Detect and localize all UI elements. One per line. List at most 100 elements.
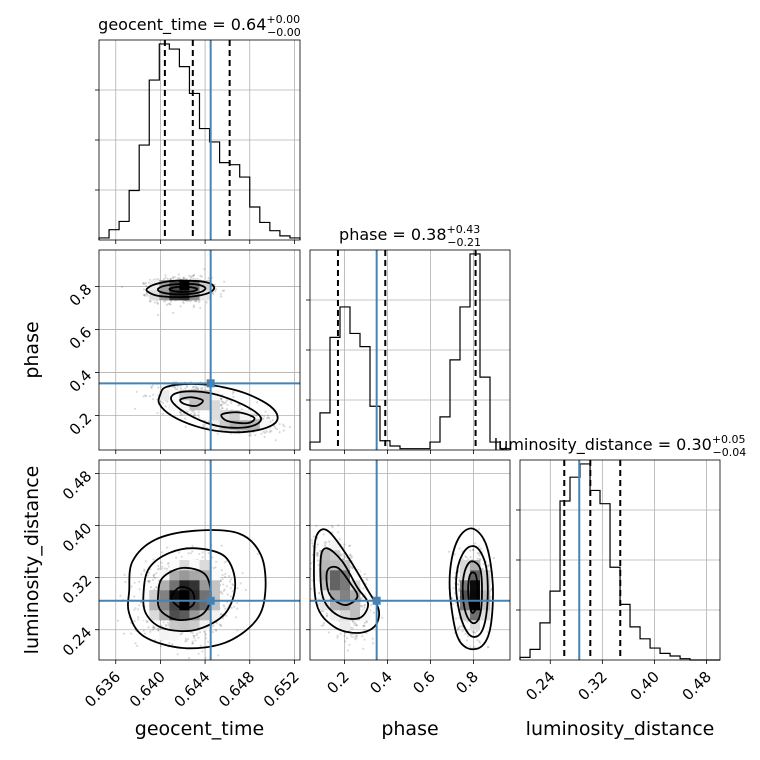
sample-point bbox=[147, 581, 150, 584]
sample-point bbox=[201, 650, 204, 653]
sample-point bbox=[354, 621, 357, 625]
sample-point bbox=[149, 300, 152, 303]
sample-point bbox=[179, 411, 182, 415]
sample-point bbox=[185, 384, 188, 387]
sample-point bbox=[189, 412, 192, 416]
sample-point bbox=[342, 555, 346, 558]
sample-point bbox=[249, 432, 252, 435]
sample-point bbox=[215, 629, 218, 632]
sample-point bbox=[350, 635, 353, 638]
sample-point bbox=[338, 619, 341, 623]
sample-point bbox=[255, 418, 258, 421]
sample-point bbox=[473, 646, 476, 649]
hist-panel-luminosity_distance: luminosity_distance = 0.30+0.05 −0.04 bbox=[494, 433, 746, 664]
sample-point bbox=[336, 634, 339, 637]
sample-point bbox=[207, 552, 210, 555]
sample-point bbox=[353, 636, 356, 639]
sample-point bbox=[221, 573, 224, 577]
sample-point bbox=[487, 645, 490, 649]
sample-point bbox=[166, 400, 169, 403]
sample-point bbox=[466, 639, 469, 642]
sample-point bbox=[316, 552, 319, 555]
sample-point bbox=[457, 628, 460, 632]
sample-point bbox=[150, 386, 153, 389]
sample-point bbox=[152, 625, 155, 628]
sample-point bbox=[366, 578, 369, 582]
sample-point bbox=[185, 639, 188, 642]
sample-point bbox=[355, 637, 358, 640]
sample-point bbox=[220, 568, 223, 572]
sample-point bbox=[248, 434, 251, 437]
axis-frame bbox=[98, 459, 301, 661]
sample-point bbox=[331, 526, 334, 529]
sample-point bbox=[143, 632, 147, 635]
sample-point bbox=[191, 640, 194, 643]
sample-point bbox=[184, 387, 187, 390]
sample-point bbox=[254, 434, 257, 437]
sample-point bbox=[221, 407, 224, 410]
density-cell bbox=[199, 410, 210, 421]
sample-point bbox=[322, 624, 325, 627]
sample-point bbox=[231, 590, 234, 593]
sample-point bbox=[140, 573, 143, 576]
sample-point bbox=[260, 432, 263, 435]
sample-point bbox=[349, 554, 352, 557]
sample-point bbox=[308, 554, 310, 556]
density-cell bbox=[159, 590, 170, 601]
sample-point bbox=[222, 617, 225, 620]
density-cell bbox=[239, 410, 251, 421]
sample-point bbox=[220, 295, 223, 298]
sample-point bbox=[171, 276, 175, 279]
sample-point bbox=[197, 414, 200, 417]
sample-point bbox=[173, 385, 176, 389]
density-cell bbox=[199, 590, 210, 601]
sample-point bbox=[198, 300, 201, 304]
sample-point bbox=[326, 614, 329, 617]
sample-point bbox=[338, 538, 341, 541]
density-cell bbox=[159, 630, 170, 641]
sample-point bbox=[216, 432, 219, 435]
contour-line bbox=[127, 529, 267, 650]
sample-point bbox=[144, 281, 147, 285]
density-cell bbox=[179, 560, 190, 571]
sample-point bbox=[317, 592, 321, 595]
sample-point bbox=[469, 645, 472, 648]
density-cell bbox=[159, 390, 170, 401]
sample-point bbox=[156, 411, 159, 415]
density-cell bbox=[169, 390, 180, 401]
sample-point bbox=[164, 405, 167, 408]
density-cell bbox=[209, 570, 220, 581]
sample-point bbox=[154, 577, 157, 580]
sample-point bbox=[153, 588, 156, 591]
sample-point bbox=[330, 524, 334, 528]
sample-point bbox=[195, 386, 198, 389]
density-cell bbox=[199, 580, 210, 591]
sample-point bbox=[191, 275, 194, 278]
sample-point bbox=[171, 643, 174, 646]
sample-point bbox=[350, 565, 353, 568]
sample-point bbox=[161, 412, 165, 416]
sample-point bbox=[201, 387, 204, 390]
sample-point bbox=[360, 597, 363, 600]
sample-point bbox=[134, 642, 137, 645]
sample-point bbox=[202, 425, 205, 428]
density-cell bbox=[219, 410, 230, 421]
sample-point bbox=[160, 645, 163, 648]
sample-point bbox=[364, 582, 368, 585]
sample-point bbox=[316, 554, 319, 557]
sample-point bbox=[153, 627, 156, 630]
sample-point bbox=[221, 578, 224, 581]
sample-point bbox=[192, 274, 195, 277]
sample-point bbox=[188, 657, 191, 660]
sample-point bbox=[152, 398, 155, 401]
sample-point bbox=[469, 556, 472, 559]
sample-point bbox=[268, 417, 271, 420]
truth-marker bbox=[206, 596, 215, 605]
sample-point bbox=[351, 566, 354, 569]
sample-point bbox=[288, 426, 291, 429]
density-cell bbox=[209, 390, 220, 401]
density-cell bbox=[229, 420, 241, 431]
sample-point bbox=[325, 614, 329, 618]
sample-point bbox=[219, 623, 222, 626]
